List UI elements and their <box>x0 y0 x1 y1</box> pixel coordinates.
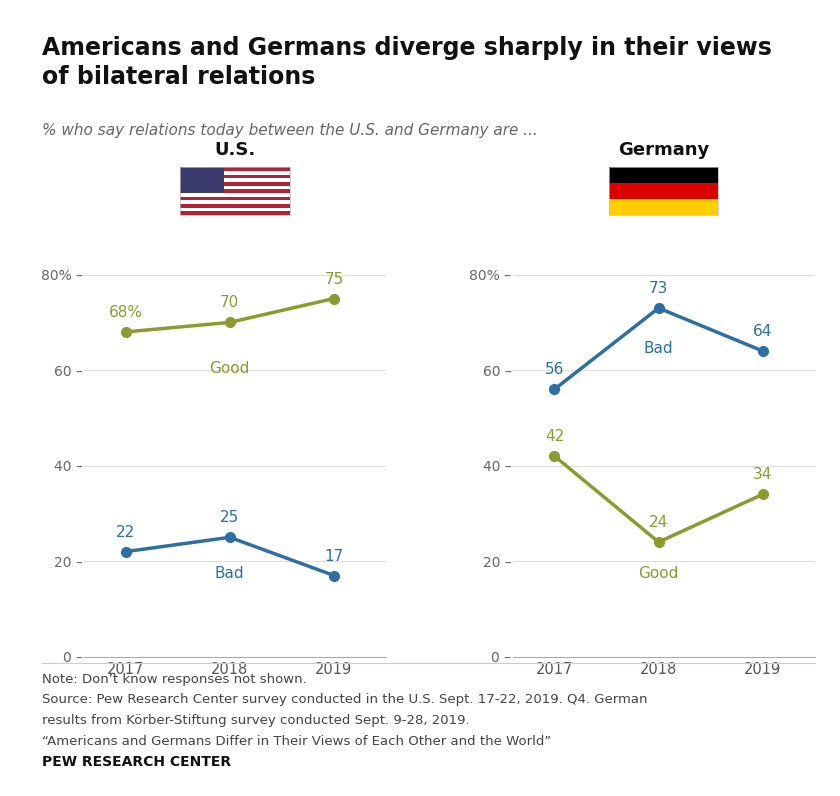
Text: 24: 24 <box>649 515 669 530</box>
Text: 56: 56 <box>545 362 564 377</box>
Text: 75: 75 <box>324 271 344 287</box>
Text: 25: 25 <box>220 510 239 525</box>
Text: 73: 73 <box>649 281 669 296</box>
Text: % who say relations today between the U.S. and Germany are ...: % who say relations today between the U.… <box>42 123 538 139</box>
Text: Americans and Germans diverge sharply in their views
of bilateral relations: Americans and Germans diverge sharply in… <box>42 36 772 88</box>
Text: Source: Pew Research Center survey conducted in the U.S. Sept. 17-22, 2019. Q4. : Source: Pew Research Center survey condu… <box>42 693 648 706</box>
Text: Note: Don’t know responses not shown.: Note: Don’t know responses not shown. <box>42 673 307 685</box>
Text: Germany: Germany <box>618 141 710 159</box>
Text: 17: 17 <box>324 548 344 564</box>
Text: “Americans and Germans Differ in Their Views of Each Other and the World”: “Americans and Germans Differ in Their V… <box>42 735 551 747</box>
Text: 22: 22 <box>116 525 135 540</box>
Text: 42: 42 <box>545 429 564 444</box>
Text: U.S.: U.S. <box>214 141 255 159</box>
Text: 70: 70 <box>220 295 239 310</box>
Text: Bad: Bad <box>643 341 674 357</box>
Text: 64: 64 <box>753 324 773 339</box>
Text: Good: Good <box>210 361 250 376</box>
Text: Good: Good <box>638 566 679 581</box>
Text: 34: 34 <box>753 467 773 482</box>
Text: Bad: Bad <box>215 566 244 581</box>
Text: 68%: 68% <box>108 305 143 320</box>
Text: PEW RESEARCH CENTER: PEW RESEARCH CENTER <box>42 755 231 770</box>
Text: results from Körber-Stiftung survey conducted Sept. 9-28, 2019.: results from Körber-Stiftung survey cond… <box>42 714 470 727</box>
